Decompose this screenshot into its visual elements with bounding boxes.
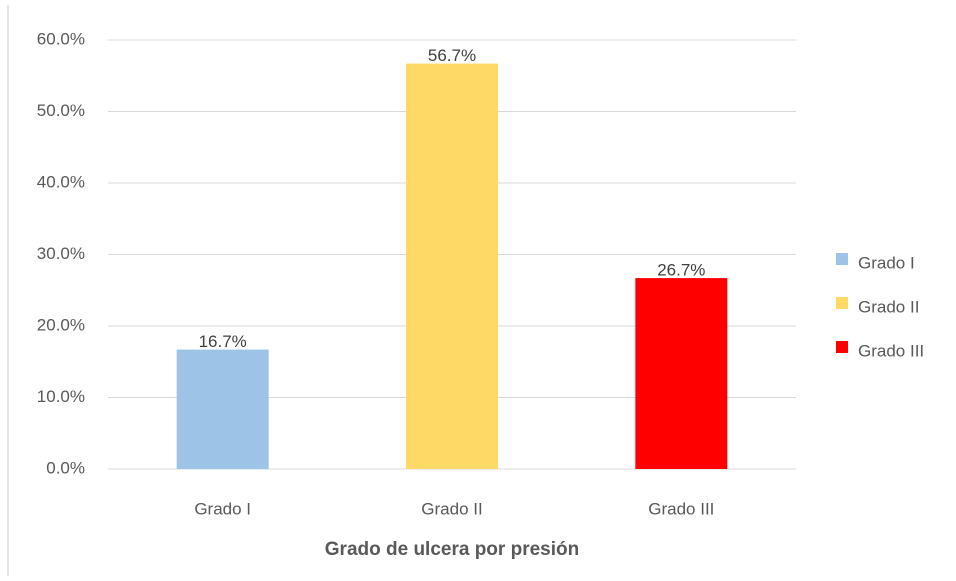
legend-swatch: [836, 341, 848, 353]
x-tick-label: Grado I: [194, 499, 251, 518]
legend-swatch: [836, 297, 848, 309]
legend-swatch: [836, 253, 848, 265]
value-label: 26.7%: [657, 261, 705, 280]
y-tick-label: 20.0%: [37, 315, 85, 334]
legend-label: Grado II: [858, 297, 919, 316]
value-label: 16.7%: [199, 332, 247, 351]
x-axis-title: Grado de ulcera por presión: [325, 539, 579, 560]
x-tick-label: Grado III: [648, 499, 714, 518]
legend-label: Grado III: [858, 341, 924, 360]
value-label: 56.7%: [428, 46, 476, 65]
y-tick-label: 50.0%: [37, 101, 85, 120]
bar: [406, 63, 498, 469]
y-tick-label: 40.0%: [37, 172, 85, 191]
y-tick-label: 30.0%: [37, 244, 85, 263]
x-tick-label: Grado II: [421, 499, 482, 518]
legend-label: Grado I: [858, 253, 915, 272]
y-tick-label: 10.0%: [37, 387, 85, 406]
y-tick-label: 0.0%: [46, 458, 85, 477]
y-tick-label: 60.0%: [37, 29, 85, 48]
bar: [635, 278, 728, 469]
bar: [176, 349, 269, 469]
